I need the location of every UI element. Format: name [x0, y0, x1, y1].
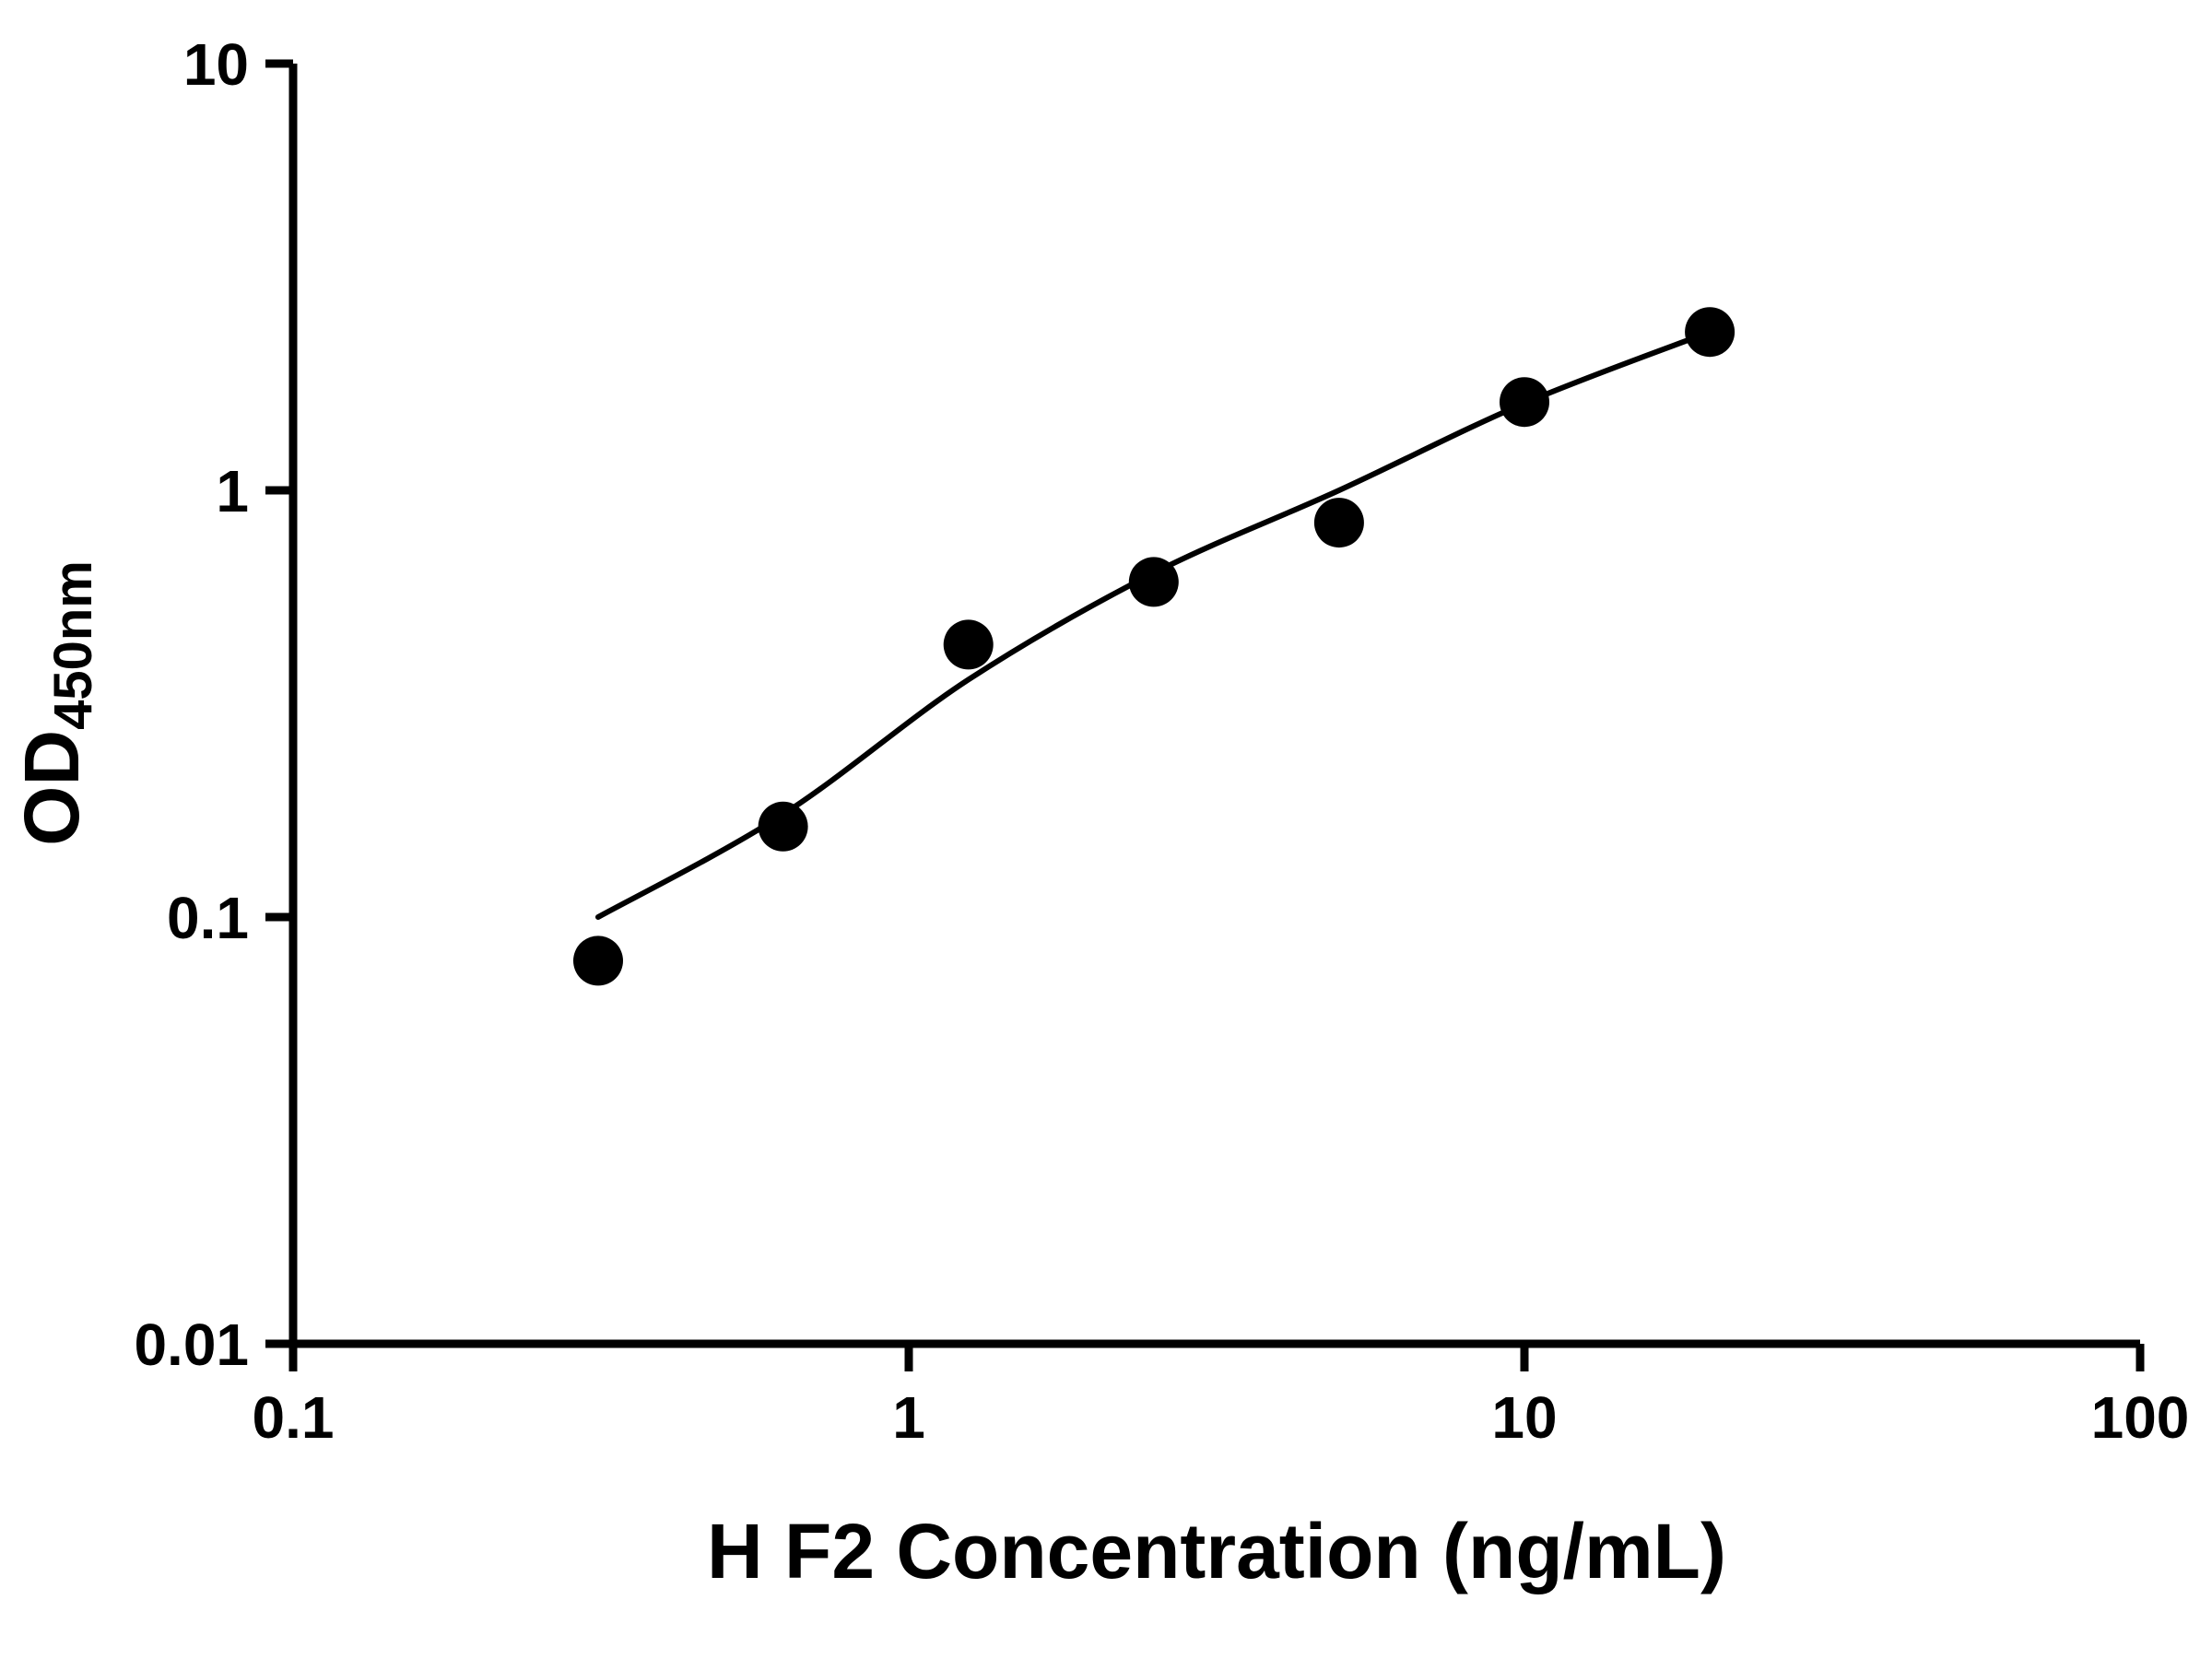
x-tick-label: 0.1 — [253, 1384, 335, 1451]
data-point — [1313, 498, 1364, 548]
data-points — [573, 307, 1735, 986]
y-tick-label: 1 — [216, 458, 249, 524]
y-axis-label-base: OD — [8, 730, 95, 846]
y-tick-label: 0.1 — [167, 885, 249, 951]
axes — [265, 59, 2145, 1371]
y-tick-label: 0.01 — [134, 1312, 249, 1378]
data-point — [1685, 307, 1735, 358]
y-axis-label-subscript: 450nm — [43, 560, 103, 730]
x-tick-label: 10 — [1491, 1384, 1557, 1451]
data-point — [1128, 557, 1179, 607]
x-tick-label: 100 — [2091, 1384, 2190, 1451]
y-tick-label: 10 — [183, 31, 249, 98]
x-axis-label: H F2 Concentration (ng/mL) — [707, 1508, 1726, 1594]
data-point — [573, 935, 623, 986]
y-axis-label: OD450nm — [8, 560, 103, 846]
x-tick-label: 1 — [892, 1384, 925, 1451]
data-point — [943, 619, 994, 670]
data-point — [1500, 377, 1549, 428]
data-point — [758, 801, 808, 852]
